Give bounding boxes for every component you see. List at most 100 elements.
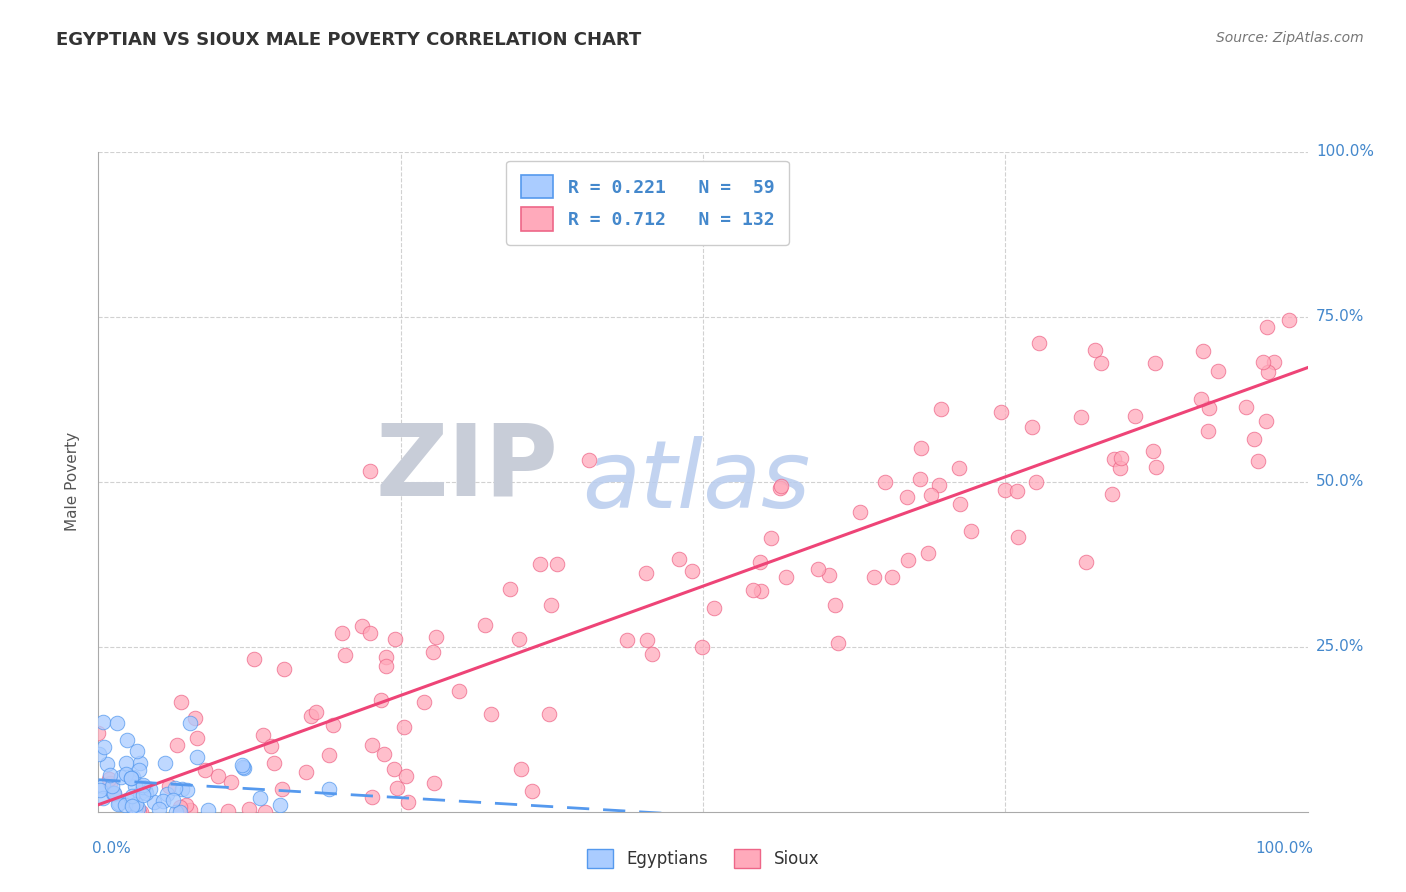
Point [165,805,187,819]
Point [132,780,155,794]
Point [114,798,136,813]
Point [108,796,131,810]
Point [125,743,148,757]
Point [87,747,110,761]
Point [359,625,381,640]
Point [115,756,138,770]
Point [115,733,138,747]
Point [423,775,446,789]
Point [1109,451,1132,466]
Point [578,453,600,467]
Point [169,695,191,709]
Point [139,782,162,797]
Point [132,778,155,792]
Point [960,524,983,539]
Point [129,805,152,819]
Point [636,633,658,648]
Point [219,774,242,789]
Point [373,747,395,761]
Point [101,786,124,800]
Point [243,652,266,666]
Point [949,497,972,511]
Legend: Egyptians, Sioux: Egyptians, Sioux [581,842,825,875]
Point [374,649,396,664]
Point [125,805,148,819]
Point [1191,392,1213,407]
Point [538,707,561,722]
Point [135,786,157,800]
Point [474,618,496,632]
Point [1257,365,1279,379]
Point [917,546,939,560]
Point [361,738,384,752]
Point [910,472,932,486]
Point [479,707,502,722]
Point [166,738,188,752]
Point [271,782,294,797]
Point [681,564,703,578]
Point [124,802,146,816]
Point [1197,424,1219,438]
Point [1028,335,1050,350]
Point [179,716,201,731]
Point [882,570,904,584]
Point [273,662,295,676]
Point [422,645,444,659]
Point [105,715,128,730]
Point [121,798,143,813]
Point [703,601,725,615]
Point [165,780,187,795]
Point [129,786,152,800]
Point [1243,432,1265,446]
Point [1007,484,1029,499]
Point [994,483,1017,498]
Point [1025,475,1047,489]
Point [322,718,344,732]
Point [330,626,353,640]
Point [769,479,792,493]
Point [155,756,177,770]
Point [1123,409,1146,423]
Point [1191,343,1213,358]
Point [1144,459,1167,474]
Point [91,779,114,793]
Point [172,782,194,797]
Point [115,766,138,780]
Point [98,775,121,789]
Point [305,705,328,719]
Point [1102,452,1125,467]
Point [382,762,405,776]
Point [1074,555,1097,569]
Point [157,779,180,793]
Text: ZIP: ZIP [375,420,558,517]
Point [1278,312,1301,326]
Point [299,709,322,723]
Point [818,568,841,582]
Point [124,780,146,794]
Point [129,756,152,770]
Point [1256,320,1278,334]
Point [186,731,208,745]
Text: 100.0%: 100.0% [1316,145,1374,159]
Text: EGYPTIAN VS SIOUX MALE POVERTY CORRELATION CHART: EGYPTIAN VS SIOUX MALE POVERTY CORRELATI… [56,31,641,49]
Point [1090,356,1112,370]
Point [636,566,658,581]
Point [169,805,191,819]
Point [260,739,283,754]
Point [863,570,886,584]
Point [96,757,118,772]
Point [1084,343,1107,358]
Point [252,728,274,742]
Point [124,797,146,811]
Point [690,640,713,655]
Point [128,805,150,819]
Legend: R = 0.221   N =  59, R = 0.712   N = 132: R = 0.221 N = 59, R = 0.712 N = 132 [506,161,789,245]
Point [254,805,277,819]
Point [359,464,381,478]
Point [910,441,932,455]
Point [873,475,896,489]
Point [641,647,664,661]
Point [89,782,111,797]
Point [121,789,143,803]
Point [769,481,792,495]
